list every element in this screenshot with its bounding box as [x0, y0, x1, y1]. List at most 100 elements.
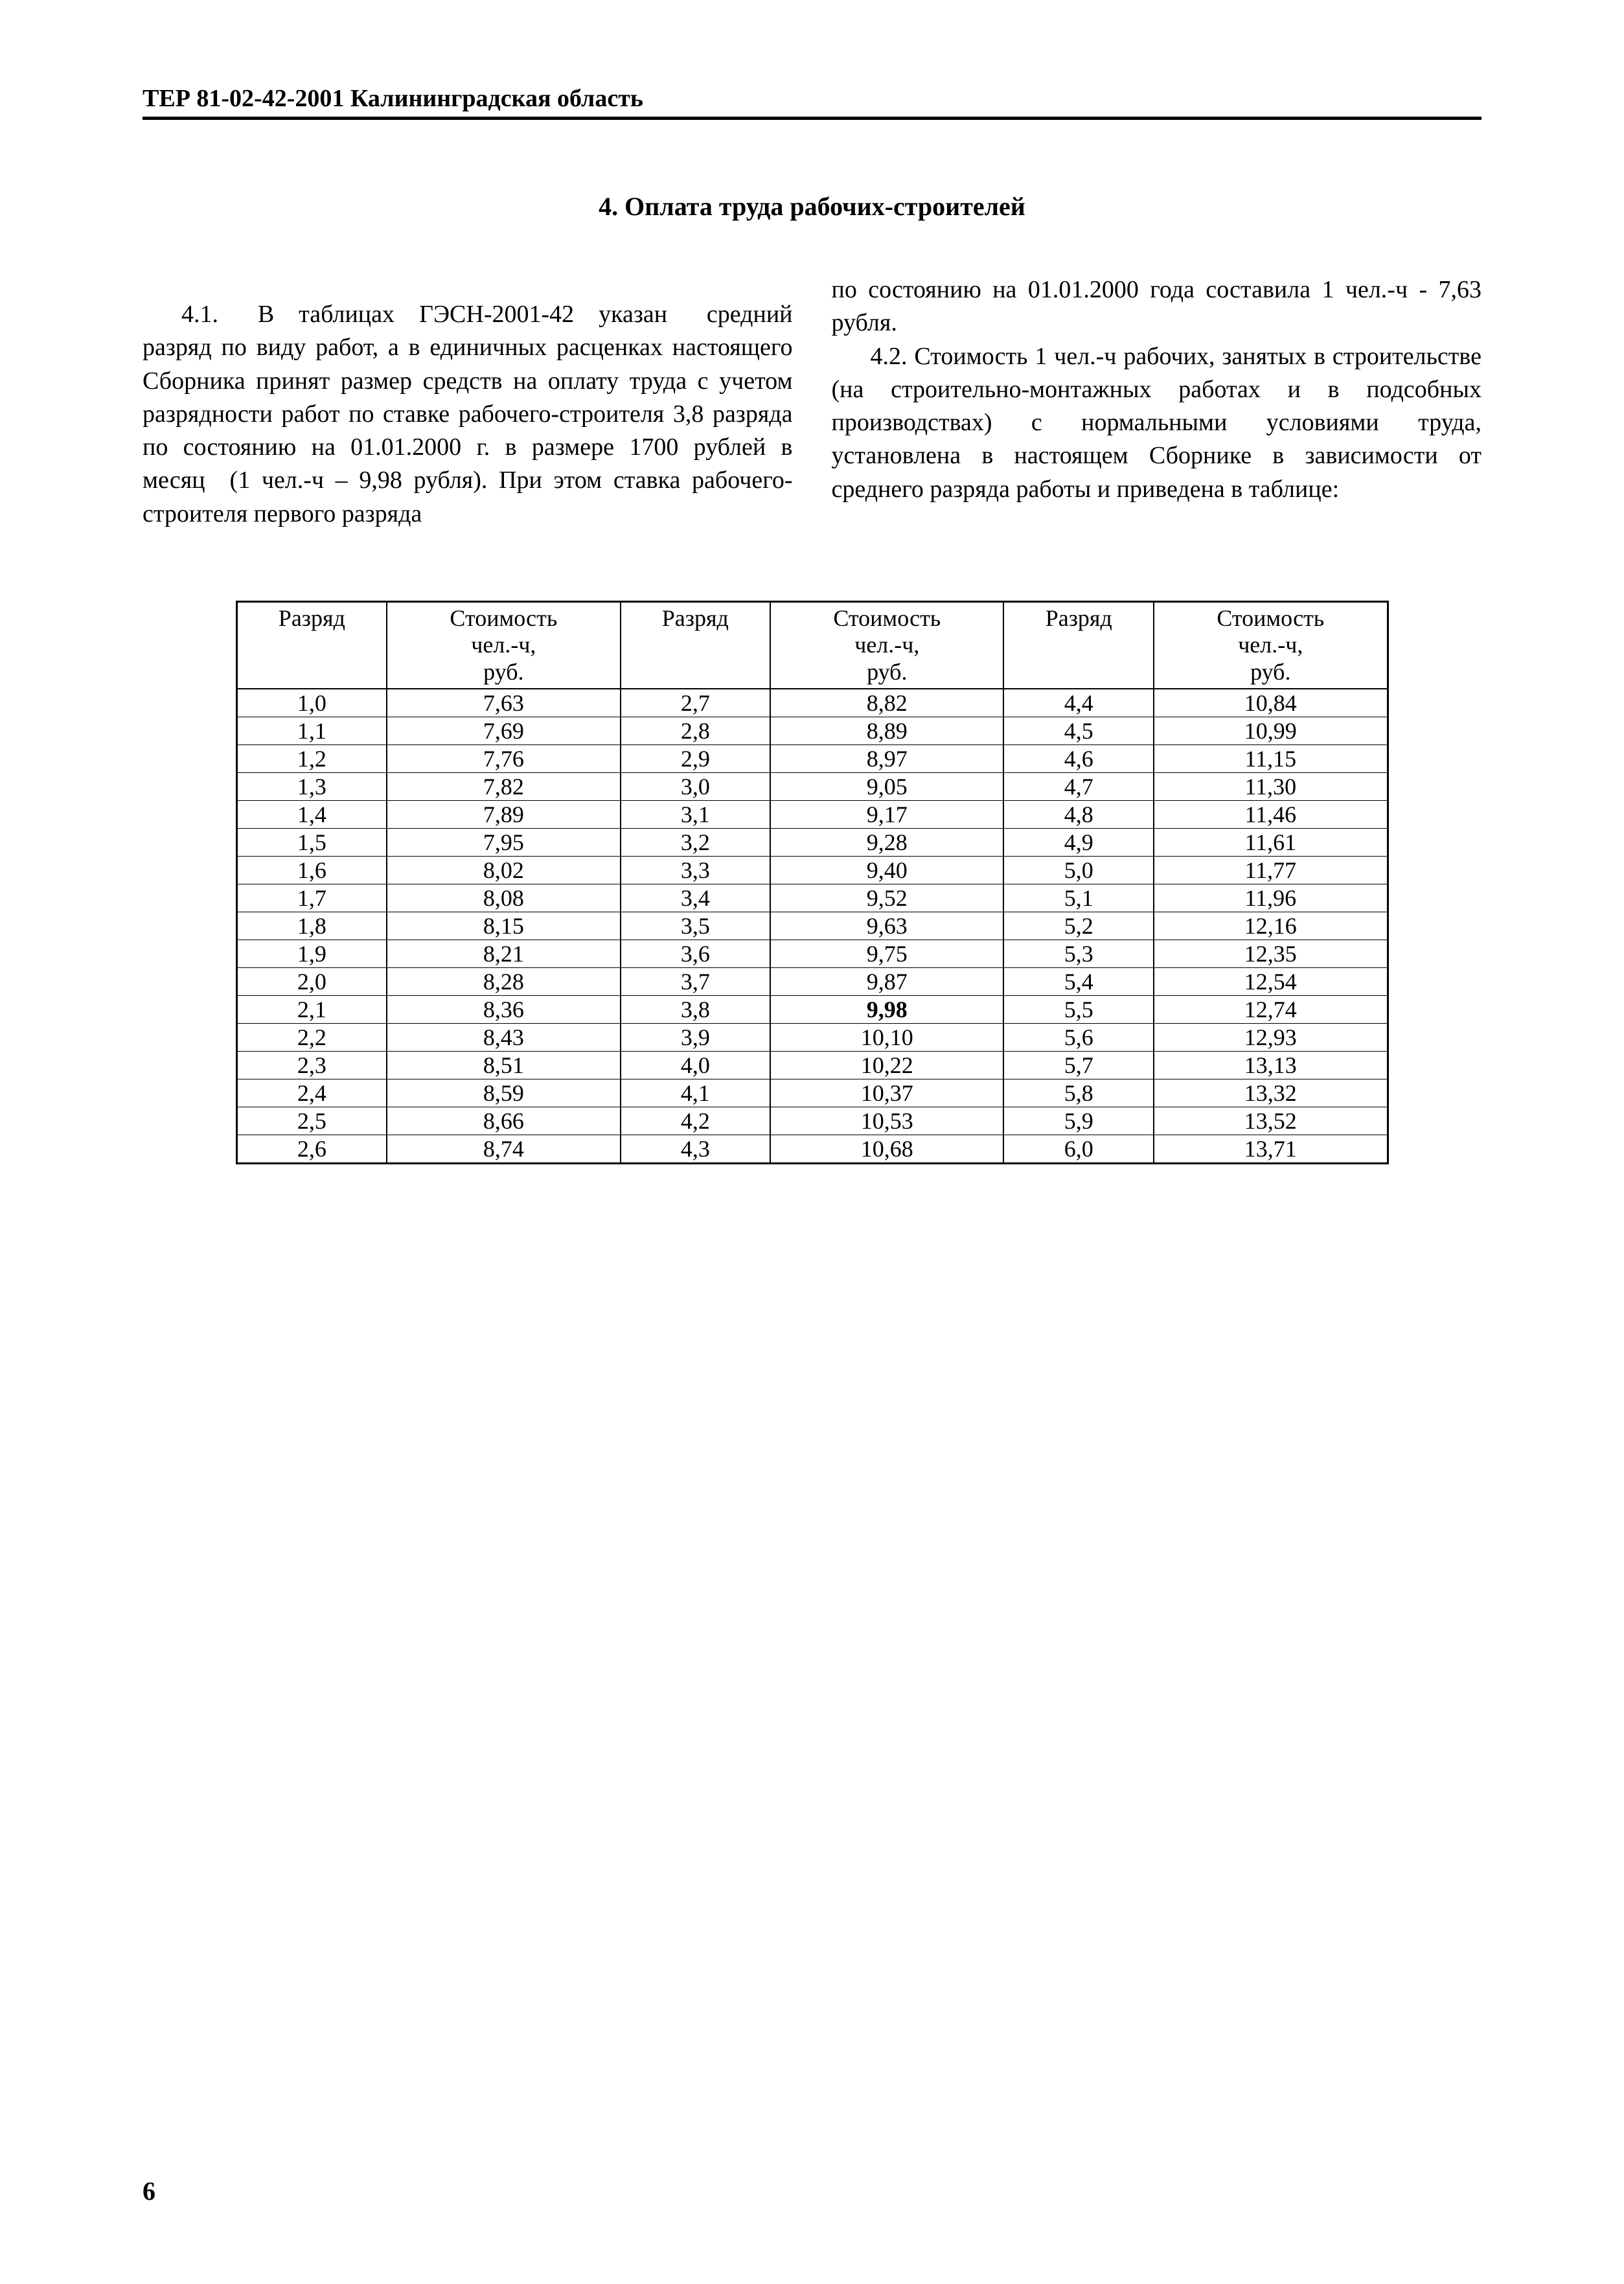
th-cost-2: Стоимостьчел.-ч,руб.: [770, 602, 1003, 689]
rate-table: Разряд Стоимостьчел.-ч,руб. Разряд Стоим…: [236, 601, 1389, 1164]
table-row: 2,58,664,210,535,913,52: [236, 1107, 1388, 1135]
table-cell: 3,5: [621, 912, 771, 940]
table-cell: 2,1: [236, 996, 387, 1024]
table-cell: 8,74: [387, 1135, 620, 1164]
table-row: 2,38,514,010,225,713,13: [236, 1052, 1388, 1079]
table-cell: 7,95: [387, 829, 620, 857]
table-cell: 3,0: [621, 773, 771, 801]
table-cell: 4,2: [621, 1107, 771, 1135]
table-cell: 10,99: [1154, 717, 1388, 745]
table-cell: 5,6: [1003, 1024, 1154, 1052]
table-cell: 8,36: [387, 996, 620, 1024]
table-cell: 7,89: [387, 801, 620, 829]
table-cell: 4,0: [621, 1052, 771, 1079]
table-cell: 5,4: [1003, 968, 1154, 996]
table-cell: 2,0: [236, 968, 387, 996]
section-title: 4. Оплата труда рабочих-строителей: [143, 191, 1481, 222]
paragraph-4-1-cont: по состоянию на 01.01.2000 года составил…: [832, 273, 1482, 340]
th-rank-3: Разряд: [1003, 602, 1154, 689]
table-cell: 8,21: [387, 940, 620, 968]
table-cell: 5,5: [1003, 996, 1154, 1024]
table-cell: 12,93: [1154, 1024, 1388, 1052]
table-cell: 2,7: [621, 689, 771, 717]
table-row: 2,08,283,79,875,412,54: [236, 968, 1388, 996]
table-cell: 7,76: [387, 745, 620, 773]
table-cell: 3,1: [621, 801, 771, 829]
table-cell: 1,5: [236, 829, 387, 857]
table-cell: 8,15: [387, 912, 620, 940]
table-row: 1,47,893,19,174,811,46: [236, 801, 1388, 829]
table-cell: 9,05: [770, 773, 1003, 801]
table-cell: 5,7: [1003, 1052, 1154, 1079]
table-row: 2,68,744,310,686,013,71: [236, 1135, 1388, 1164]
table-cell: 2,5: [236, 1107, 387, 1135]
table-cell: 4,5: [1003, 717, 1154, 745]
table-cell: 11,61: [1154, 829, 1388, 857]
table-cell: 8,02: [387, 857, 620, 884]
table-cell: 10,22: [770, 1052, 1003, 1079]
table-cell: 8,97: [770, 745, 1003, 773]
table-cell: 4,4: [1003, 689, 1154, 717]
table-cell: 1,9: [236, 940, 387, 968]
table-cell: 5,0: [1003, 857, 1154, 884]
table-cell: 8,82: [770, 689, 1003, 717]
table-cell: 4,7: [1003, 773, 1154, 801]
table-cell: 9,40: [770, 857, 1003, 884]
table-cell: 5,1: [1003, 884, 1154, 912]
table-cell: 2,6: [236, 1135, 387, 1164]
table-cell: 8,28: [387, 968, 620, 996]
table-cell: 13,13: [1154, 1052, 1388, 1079]
table-cell: 9,17: [770, 801, 1003, 829]
table-cell: 13,71: [1154, 1135, 1388, 1164]
table-cell: 10,10: [770, 1024, 1003, 1052]
th-cost-1: Стоимостьчел.-ч,руб.: [387, 602, 620, 689]
table-cell: 9,75: [770, 940, 1003, 968]
table-row: 1,07,632,78,824,410,84: [236, 689, 1388, 717]
table-cell: 3,9: [621, 1024, 771, 1052]
table-cell: 6,0: [1003, 1135, 1154, 1164]
table-row: 1,37,823,09,054,711,30: [236, 773, 1388, 801]
paragraph-4-2: 4.2. Стоимость 1 чел.-ч рабочих, занятых…: [832, 340, 1482, 506]
table-cell: 8,51: [387, 1052, 620, 1079]
table-cell: 1,6: [236, 857, 387, 884]
table-cell: 4,9: [1003, 829, 1154, 857]
table-cell: 1,1: [236, 717, 387, 745]
table-cell: 2,4: [236, 1079, 387, 1107]
table-cell: 7,69: [387, 717, 620, 745]
page-number: 6: [143, 2176, 155, 2206]
table-row: 1,27,762,98,974,611,15: [236, 745, 1388, 773]
table-cell: 4,6: [1003, 745, 1154, 773]
table-row: 1,88,153,59,635,212,16: [236, 912, 1388, 940]
table-cell: 5,2: [1003, 912, 1154, 940]
table-cell: 3,7: [621, 968, 771, 996]
table-row: 2,48,594,110,375,813,32: [236, 1079, 1388, 1107]
table-cell: 2,8: [621, 717, 771, 745]
th-rank-2: Разряд: [621, 602, 771, 689]
table-cell: 11,96: [1154, 884, 1388, 912]
table-cell: 1,3: [236, 773, 387, 801]
table-cell: 2,2: [236, 1024, 387, 1052]
paragraph-4-1: 4.1. В таблицах ГЭСН-2001-42 указан сред…: [143, 298, 793, 531]
table-cell: 2,9: [621, 745, 771, 773]
table-cell: 12,54: [1154, 968, 1388, 996]
table-cell: 12,16: [1154, 912, 1388, 940]
table-cell: 10,84: [1154, 689, 1388, 717]
table-cell: 2,3: [236, 1052, 387, 1079]
table-cell: 10,37: [770, 1079, 1003, 1107]
table-cell: 10,53: [770, 1107, 1003, 1135]
table-cell: 4,3: [621, 1135, 771, 1164]
table-cell: 10,68: [770, 1135, 1003, 1164]
table-cell: 11,77: [1154, 857, 1388, 884]
table-cell: 8,66: [387, 1107, 620, 1135]
table-cell: 9,98: [770, 996, 1003, 1024]
page-header-container: ТЕР 81-02-42-2001 Калининградская област…: [143, 84, 1481, 120]
table-row: 2,28,433,910,105,612,93: [236, 1024, 1388, 1052]
right-column: по состоянию на 01.01.2000 года составил…: [832, 273, 1482, 555]
table-row: 1,17,692,88,894,510,99: [236, 717, 1388, 745]
table-cell: 3,2: [621, 829, 771, 857]
table-cell: 12,74: [1154, 996, 1388, 1024]
body-columns: 4.1. В таблицах ГЭСН-2001-42 указан сред…: [143, 273, 1481, 555]
table-cell: 4,8: [1003, 801, 1154, 829]
table-cell: 9,87: [770, 968, 1003, 996]
table-cell: 3,4: [621, 884, 771, 912]
